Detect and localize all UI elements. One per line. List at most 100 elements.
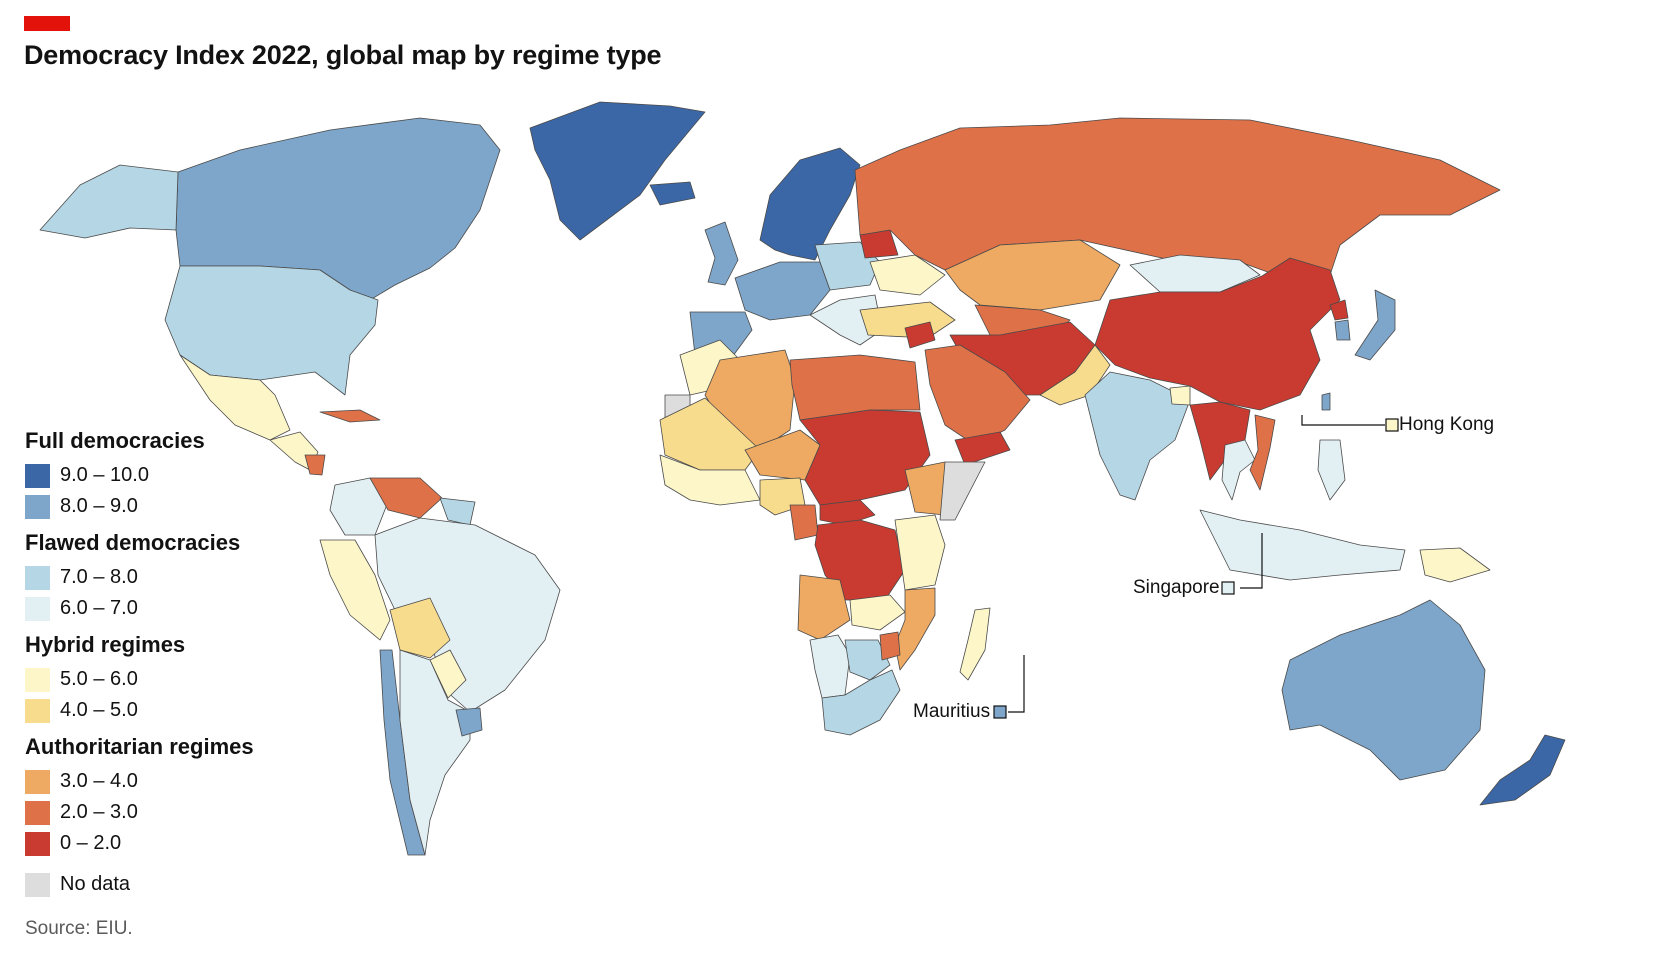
region-saudi-arabia [924, 344, 1031, 446]
legend-label: 7.0 – 8.0 [60, 566, 138, 588]
region-cuba [319, 409, 381, 423]
region-kenya-and-tanzania [894, 514, 946, 591]
region-taiwan [1321, 392, 1331, 411]
hong-kong-callout: Hong Kong [1399, 414, 1495, 435]
source-note: Source: EIU. [25, 918, 133, 939]
region-mozambique [894, 587, 936, 671]
region-south-africa [821, 669, 901, 736]
legend-label: 8.0 – 9.0 [60, 495, 138, 517]
legend: Full democracies 9.0 – 10.0 8.0 – 9.0 Fl… [25, 428, 325, 900]
region-western-europe [734, 261, 831, 321]
mauritius-callout: Mauritius [913, 701, 991, 722]
singapore-marker [1221, 581, 1235, 595]
legend-label: 9.0 – 10.0 [60, 464, 149, 486]
region-iceland [649, 181, 696, 206]
mauritius-leader-line [1008, 655, 1025, 713]
legend-label: 3.0 – 4.0 [60, 770, 138, 792]
region-papua-new-guinea [1419, 547, 1491, 583]
legend-item: 8.0 – 9.0 [25, 491, 325, 522]
legend-group-flawed: Flawed democracies 7.0 – 8.0 6.0 – 7.0 [25, 530, 325, 624]
legend-item: 6.0 – 7.0 [25, 593, 325, 624]
region-kazakhstan [944, 239, 1121, 311]
region-india [1084, 371, 1191, 501]
legend-swatch [25, 769, 50, 794]
legend-label: 2.0 – 3.0 [60, 801, 138, 823]
region-yemen [954, 431, 1011, 466]
region-zimbabwe [879, 631, 901, 661]
region-libya-and-egypt [789, 354, 921, 421]
region-australia [1281, 599, 1486, 781]
legend-group-title: Full democracies [25, 428, 205, 453]
legend-item: 0 – 2.0 [25, 828, 325, 859]
region-bangladesh [1169, 385, 1191, 406]
region-alaska [39, 164, 179, 239]
legend-label: 4.0 – 5.0 [60, 699, 138, 721]
legend-item: 3.0 – 4.0 [25, 766, 325, 797]
legend-group-title: Hybrid regimes [25, 632, 186, 657]
legend-swatch [25, 800, 50, 825]
region-argentina [399, 649, 471, 856]
region-japan [1354, 289, 1396, 361]
region-vietnam [1249, 414, 1276, 491]
legend-item: 9.0 – 10.0 [25, 460, 325, 491]
region-paraguay [429, 649, 467, 699]
legend-group-authoritarian: Authoritarian regimes 3.0 – 4.0 2.0 – 3.… [25, 734, 325, 859]
legend-swatch [25, 872, 50, 897]
region-united-kingdom [704, 221, 739, 286]
legend-group-title: Authoritarian regimes [25, 734, 254, 759]
region-north-korea [1329, 299, 1349, 321]
hong-kong-leader-line [1301, 415, 1385, 426]
region-greenland [529, 101, 706, 241]
legend-group-hybrid: Hybrid regimes 5.0 – 6.0 4.0 – 5.0 [25, 632, 325, 726]
region-mexico [179, 354, 291, 441]
region-venezuela [369, 477, 443, 519]
legend-item: 2.0 – 3.0 [25, 797, 325, 828]
legend-swatch [25, 463, 50, 488]
region-west-african-coast [659, 454, 761, 506]
region-china [1094, 257, 1341, 411]
region-bolivia [389, 597, 451, 659]
legend-swatch [25, 831, 50, 856]
singapore-callout: Singapore [1133, 577, 1220, 598]
region-ecuador-and-peru [319, 539, 391, 641]
legend-swatch [25, 565, 50, 590]
brand-accent-bar [24, 16, 70, 31]
legend-label: No data [60, 873, 131, 895]
region-thailand [1221, 439, 1256, 501]
legend-swatch [25, 494, 50, 519]
legend-swatch [25, 667, 50, 692]
region-chad-and-sudan [799, 409, 931, 506]
region-uruguay [455, 707, 483, 737]
legend-item: 7.0 – 8.0 [25, 562, 325, 593]
region-ukraine [869, 254, 946, 296]
legend-label: 6.0 – 7.0 [60, 597, 138, 619]
legend-group-full: Full democracies 9.0 – 10.0 8.0 – 9.0 [25, 428, 325, 522]
legend-swatch [25, 596, 50, 621]
region-somalia [939, 461, 986, 521]
legend-label: 5.0 – 6.0 [60, 668, 138, 690]
legend-group-title: Flawed democracies [25, 530, 241, 555]
region-philippines [1317, 439, 1346, 501]
region-russia [854, 117, 1501, 281]
region-namibia [809, 634, 851, 699]
region-nicaragua [304, 454, 326, 476]
singapore-leader-line [1240, 533, 1263, 589]
region-angola [797, 574, 851, 641]
chart-title: Democracy Index 2022, global map by regi… [24, 40, 662, 70]
region-indonesia [1199, 509, 1406, 581]
region-syria [904, 321, 936, 349]
region-scandinavia [759, 147, 861, 261]
hong-kong-marker [1385, 418, 1399, 432]
mauritius-marker [993, 705, 1007, 719]
region-botswana [844, 639, 891, 681]
region-cameroon [789, 504, 819, 541]
region-new-zealand [1479, 734, 1566, 806]
legend-item-no-data: No data [25, 869, 325, 900]
legend-swatch [25, 698, 50, 723]
legend-item: 4.0 – 5.0 [25, 695, 325, 726]
legend-label: 0 – 2.0 [60, 832, 122, 854]
legend-item: 5.0 – 6.0 [25, 664, 325, 695]
region-madagascar [959, 607, 991, 681]
region-zambia [849, 594, 906, 631]
